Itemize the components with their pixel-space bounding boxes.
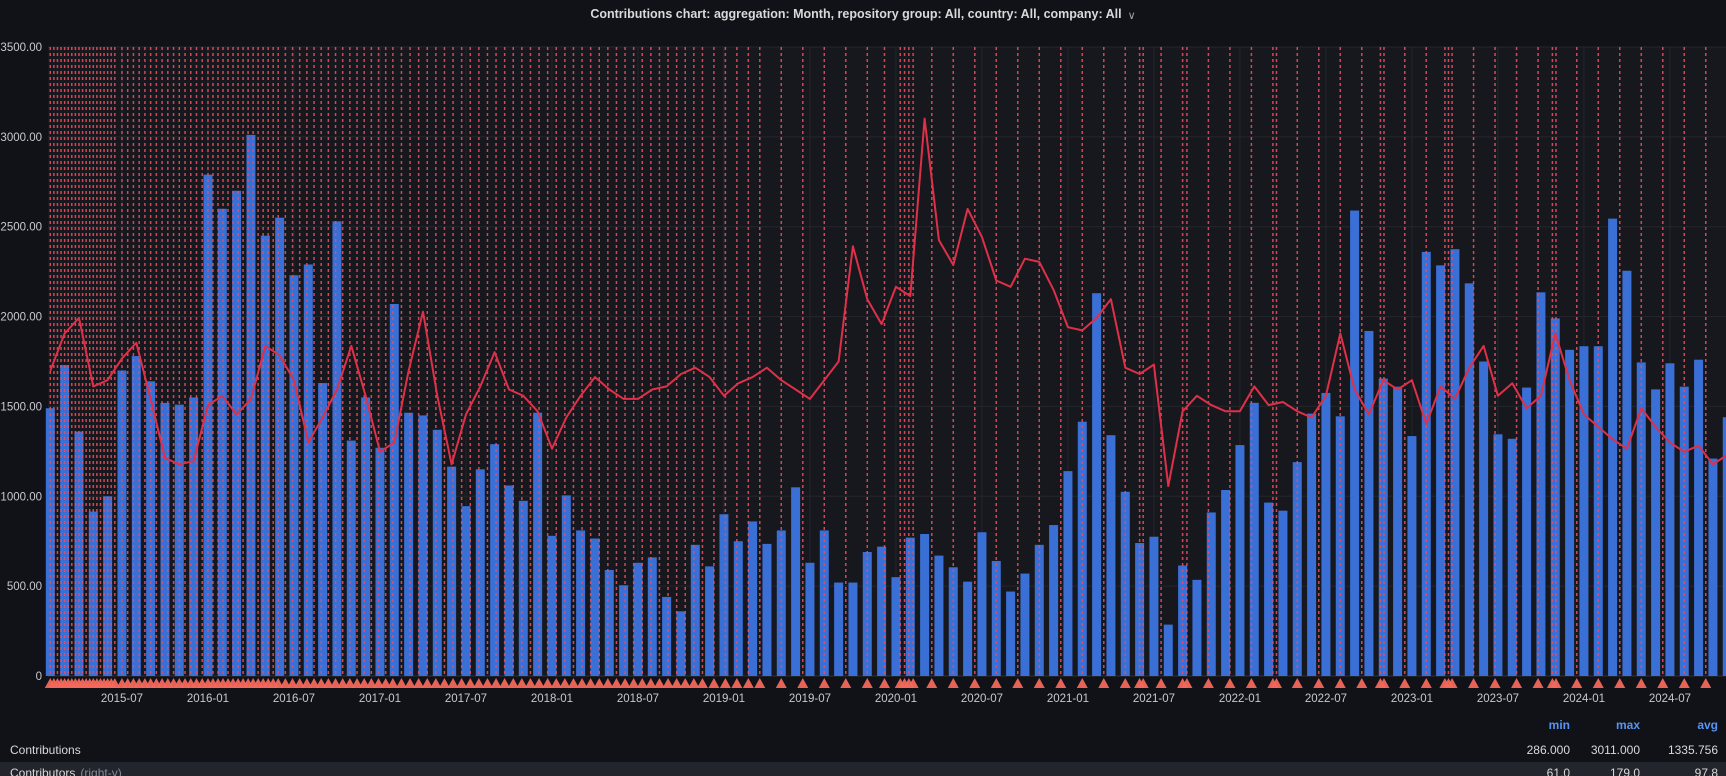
svg-text:2022-01: 2022-01 <box>1219 693 1261 705</box>
svg-text:2016-01: 2016-01 <box>187 693 229 705</box>
contributions-avg-value: 1335.756 <box>1667 743 1718 757</box>
legend-header-avg[interactable]: avg <box>1697 718 1718 732</box>
svg-text:2020-01: 2020-01 <box>875 693 917 705</box>
contributions-chart-canvas[interactable]: 3500.00 3000.00 2500.00 2000.00 1500.00 1000.… <box>0 28 1726 712</box>
svg-text:2022-07: 2022-07 <box>1305 693 1347 705</box>
contributions-min-value: 286.000 <box>1526 743 1570 757</box>
svg-text:0: 0 <box>36 671 42 683</box>
svg-text:2020-07: 2020-07 <box>961 693 1003 705</box>
svg-text:2017-01: 2017-01 <box>359 693 401 705</box>
svg-text:1000.00: 1000.00 <box>0 491 42 503</box>
svg-text:2019-07: 2019-07 <box>789 693 831 705</box>
legend-series-contributors[interactable]: Contributors <box>10 766 76 776</box>
legend-series-contributions[interactable]: Contributions <box>10 743 81 757</box>
legend-header-row: min max avg <box>0 712 1726 738</box>
svg-text:2023-07: 2023-07 <box>1477 693 1519 705</box>
contributors-min-value: 61.0 <box>1546 766 1570 776</box>
svg-text:2018-01: 2018-01 <box>531 693 573 705</box>
chevron-down-icon: ∨ <box>1127 9 1136 22</box>
svg-text:3500.00: 3500.00 <box>0 42 42 54</box>
svg-text:2017-07: 2017-07 <box>445 693 487 705</box>
svg-text:2024-07: 2024-07 <box>1649 693 1691 705</box>
panel-header[interactable]: Contributions chart: aggregation: Month,… <box>0 0 1726 28</box>
legend-table: min max avg Contributions 286.000 3011.0… <box>0 712 1726 776</box>
svg-text:2021-01: 2021-01 <box>1047 693 1089 705</box>
svg-text:2023-01: 2023-01 <box>1391 693 1433 705</box>
legend-row-contributions: Contributions 286.000 3011.000 1335.756 <box>0 738 1726 762</box>
svg-text:2016-07: 2016-07 <box>273 693 315 705</box>
svg-text:500.00: 500.00 <box>7 581 42 593</box>
svg-text:2024-01: 2024-01 <box>1563 693 1605 705</box>
panel-title[interactable]: Contributions chart: aggregation: Month,… <box>590 7 1122 21</box>
svg-text:2018-07: 2018-07 <box>617 693 659 705</box>
svg-text:2019-01: 2019-01 <box>703 693 745 705</box>
legend-header-min[interactable]: min <box>1548 718 1570 732</box>
legend-header-max[interactable]: max <box>1615 718 1640 732</box>
legend-row-contributors: Contributors (right-y) 61.0 179.0 97.8 <box>0 762 1726 776</box>
svg-text:2021-07: 2021-07 <box>1133 693 1175 705</box>
legend-series-contributors-axis-note: (right-y) <box>80 766 122 776</box>
svg-text:3000.00: 3000.00 <box>0 132 42 144</box>
svg-text:2500.00: 2500.00 <box>0 222 42 234</box>
contributors-max-value: 179.0 <box>1609 766 1640 776</box>
svg-text:2000.00: 2000.00 <box>0 312 42 324</box>
svg-text:2015-07: 2015-07 <box>101 693 143 705</box>
contributions-chart[interactable]: 3500.00 3000.00 2500.00 2000.00 1500.00 1000.… <box>0 28 1726 712</box>
svg-text:1500.00: 1500.00 <box>0 401 42 413</box>
contributors-avg-value: 97.8 <box>1694 766 1718 776</box>
contributions-max-value: 3011.000 <box>1590 743 1640 757</box>
